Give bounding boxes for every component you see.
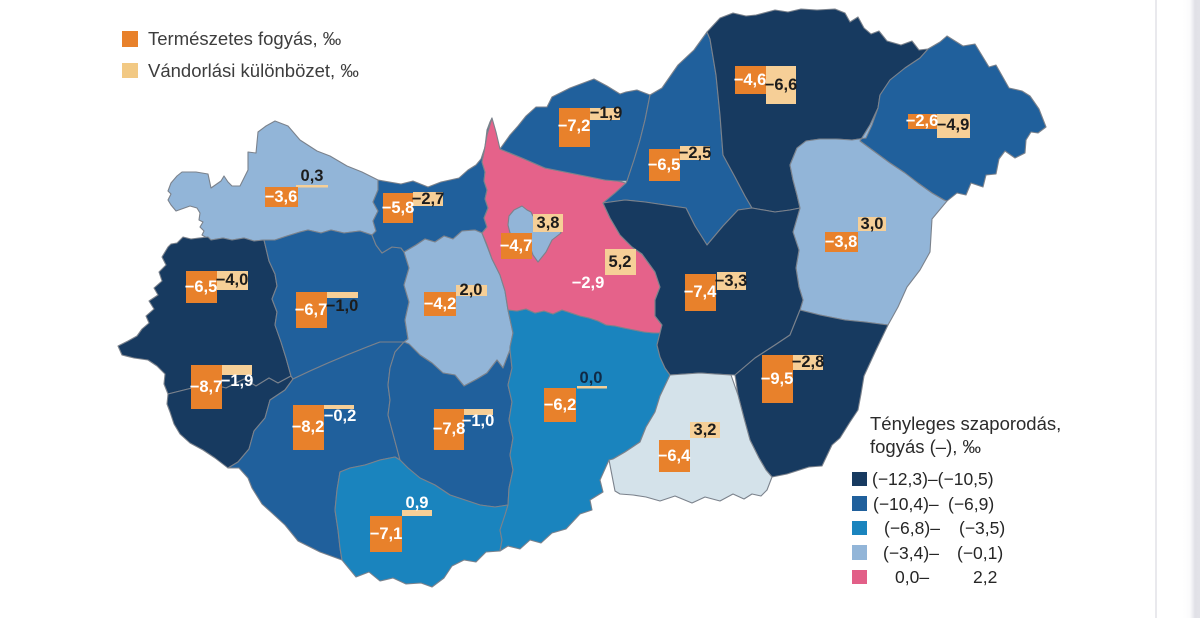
- svg-text:−3,6: −3,6: [265, 188, 298, 206]
- svg-text:−8,7: −8,7: [190, 378, 223, 396]
- svg-text:3,2: 3,2: [694, 421, 717, 439]
- svg-text:−7,1: −7,1: [370, 525, 403, 543]
- svg-text:−1,9: −1,9: [221, 372, 254, 390]
- svg-text:−6,2: −6,2: [544, 396, 577, 414]
- svg-text:−2,7: −2,7: [412, 190, 445, 208]
- svg-text:−3,3: −3,3: [715, 272, 748, 290]
- svg-text:−6,7: −6,7: [295, 301, 328, 319]
- svg-text:−4,9: −4,9: [937, 116, 970, 134]
- svg-text:−2,5: −2,5: [679, 144, 712, 162]
- svg-text:0,9: 0,9: [406, 494, 429, 512]
- svg-text:−6,4: −6,4: [658, 447, 691, 465]
- svg-text:−7,2: −7,2: [558, 117, 591, 135]
- svg-text:−6,5: −6,5: [185, 278, 218, 296]
- svg-text:3,0: 3,0: [861, 215, 884, 233]
- svg-text:−4,7: −4,7: [500, 237, 533, 255]
- svg-text:−6,5: −6,5: [648, 156, 681, 174]
- svg-text:−1,0: −1,0: [462, 412, 495, 430]
- svg-text:−3,8: −3,8: [825, 233, 858, 251]
- svg-text:−7,4: −7,4: [684, 283, 717, 301]
- svg-text:−1,0: −1,0: [326, 297, 359, 315]
- svg-text:−9,5: −9,5: [761, 370, 794, 388]
- svg-text:−5,8: −5,8: [382, 199, 415, 217]
- svg-text:−2,6: −2,6: [906, 112, 939, 130]
- svg-text:2,0: 2,0: [460, 281, 483, 299]
- svg-text:−2,8: −2,8: [792, 353, 825, 371]
- svg-text:−4,0: −4,0: [216, 271, 249, 289]
- svg-text:0,3: 0,3: [301, 167, 324, 185]
- svg-text:−4,6: −4,6: [734, 71, 767, 89]
- svg-text:−4,2: −4,2: [424, 295, 457, 313]
- svg-text:−1,9: −1,9: [590, 104, 623, 122]
- svg-text:0,0: 0,0: [580, 369, 603, 387]
- svg-text:−6,6: −6,6: [765, 76, 798, 94]
- svg-text:−8,2: −8,2: [292, 418, 325, 436]
- svg-text:5,2: 5,2: [609, 253, 632, 271]
- svg-text:−7,8: −7,8: [433, 420, 466, 438]
- svg-text:3,8: 3,8: [537, 214, 560, 232]
- svg-text:−2,9: −2,9: [572, 274, 605, 292]
- svg-text:−0,2: −0,2: [324, 407, 357, 425]
